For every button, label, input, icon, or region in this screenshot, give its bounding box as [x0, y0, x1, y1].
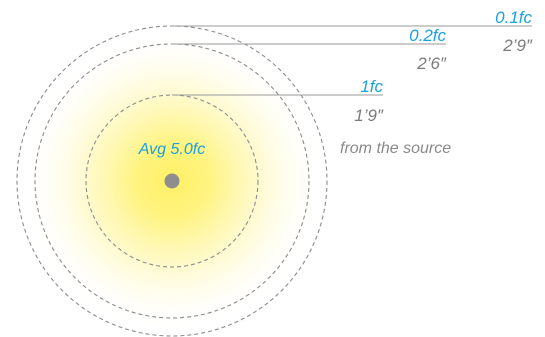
ring-outer-distance-label: 2’9″	[502, 36, 533, 55]
ring-middle-distance-label: 2’6″	[416, 54, 447, 73]
ring-outer-illuminance-label: 0.1fc	[495, 8, 532, 27]
light-source-dot	[164, 173, 180, 189]
ring-inner	[85, 94, 259, 268]
source-note-label: from the source	[340, 140, 451, 157]
ring-middle-illuminance-label: 0.2fc	[409, 26, 446, 45]
average-illuminance-label: Avg 5.0fc	[138, 141, 205, 158]
ring-inner-illuminance-label: 1fc	[360, 77, 383, 96]
ring-inner-distance-label: 1’9″	[354, 106, 384, 125]
